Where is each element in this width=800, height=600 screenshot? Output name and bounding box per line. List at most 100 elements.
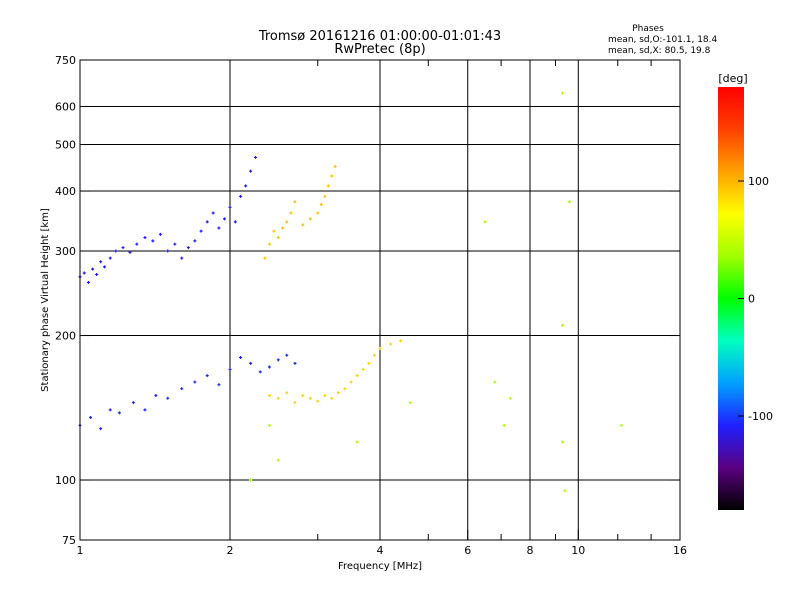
data-point: [281, 226, 285, 230]
data-point: [249, 361, 253, 365]
data-point: [323, 194, 327, 198]
data-point: [121, 246, 125, 250]
y-tick-label: 500: [55, 139, 76, 152]
data-point: [180, 256, 184, 260]
data-point: [117, 411, 121, 415]
data-point: [193, 380, 197, 384]
data-point: [154, 394, 158, 398]
data-point: [135, 242, 139, 246]
data-point: [143, 236, 147, 240]
data-point: [285, 353, 289, 357]
y-tick-label: 75: [62, 534, 76, 547]
data-point: [244, 184, 248, 188]
data-point: [211, 211, 215, 215]
data-point: [249, 169, 253, 173]
data-point: [267, 242, 271, 246]
chart-title-line1: Tromsø 20161216 01:00:00-01:01:43: [258, 29, 501, 44]
data-point: [249, 478, 253, 482]
data-point: [619, 423, 623, 427]
data-point: [95, 273, 99, 277]
data-point: [326, 184, 330, 188]
data-point: [239, 355, 243, 359]
data-point: [378, 346, 382, 350]
axis-ticks: 1 2 4 6 8 10 16 75 100 200 300 400 500 600 750: [55, 54, 687, 557]
data-point: [308, 217, 312, 221]
data-point: [114, 249, 118, 253]
x-tick-label: 10: [571, 544, 585, 557]
data-point: [336, 391, 340, 395]
data-point: [349, 380, 353, 384]
data-point: [223, 217, 227, 221]
data-point: [103, 265, 107, 269]
y-tick-label: 750: [55, 54, 76, 67]
data-point: [561, 440, 565, 444]
data-point: [267, 365, 271, 369]
data-point: [186, 246, 190, 250]
colorbar-tick-label: 0: [748, 293, 755, 306]
data-point: [263, 256, 267, 260]
data-point: [301, 394, 305, 398]
data-point: [301, 223, 305, 227]
data-point: [276, 236, 280, 240]
data-point: [561, 323, 565, 327]
data-point: [289, 211, 293, 215]
chart-title-line2: RwPretec (8p): [334, 42, 425, 57]
data-point: [166, 249, 170, 253]
data-point: [343, 387, 347, 391]
x-tick-label: 1: [77, 544, 84, 557]
data-point: [233, 220, 237, 224]
data-point: [276, 396, 280, 400]
y-tick-label: 100: [55, 474, 76, 487]
data-point: [508, 396, 512, 400]
x-tick-label: 8: [527, 544, 534, 557]
data-point: [330, 396, 334, 400]
data-point: [293, 361, 297, 365]
data-point: [205, 374, 209, 378]
data-point: [99, 427, 103, 431]
data-point: [91, 267, 95, 271]
data-point: [293, 200, 297, 204]
data-point: [99, 260, 103, 264]
x-tick-label: 16: [673, 544, 687, 557]
data-point: [217, 383, 221, 387]
data-point: [228, 205, 232, 209]
data-point: [205, 220, 209, 224]
data-point: [389, 342, 393, 346]
data-point: [131, 401, 135, 405]
data-point: [285, 391, 289, 395]
data-point: [293, 401, 297, 405]
colorbar-tick-label: -100: [748, 410, 773, 423]
data-point: [276, 358, 280, 362]
data-point: [355, 440, 359, 444]
data-point: [355, 374, 359, 378]
data-point: [323, 394, 327, 398]
grid-lines: [80, 60, 680, 540]
data-point: [483, 220, 487, 224]
colorbar-tick-label: 100: [748, 175, 769, 188]
data-point: [285, 220, 289, 224]
x-tick-label: 4: [377, 544, 384, 557]
stats-x-mode: mean, sd,X: 80.5, 19.8: [608, 46, 711, 56]
data-point: [193, 239, 197, 243]
data-point: [258, 370, 262, 374]
x-axis-label: Frequency [MHz]: [338, 561, 422, 572]
data-point: [166, 396, 170, 400]
data-point: [567, 200, 571, 204]
data-point: [143, 408, 147, 412]
data-point: [561, 91, 565, 95]
colorbar-ticks: 100 0 -100: [738, 175, 773, 423]
data-point: [239, 194, 243, 198]
data-point: [89, 415, 93, 419]
data-points: [78, 91, 623, 493]
data-point: [86, 280, 90, 284]
data-point: [272, 229, 276, 233]
plot-frame: [79, 59, 681, 541]
data-point: [180, 387, 184, 391]
data-point: [330, 174, 334, 178]
data-point: [128, 250, 132, 254]
data-point: [82, 271, 86, 275]
y-tick-label: 300: [55, 245, 76, 258]
data-point: [276, 458, 280, 462]
stats-o-mode: mean, sd,O:-101.1, 18.4: [608, 35, 718, 45]
data-point: [253, 155, 257, 159]
